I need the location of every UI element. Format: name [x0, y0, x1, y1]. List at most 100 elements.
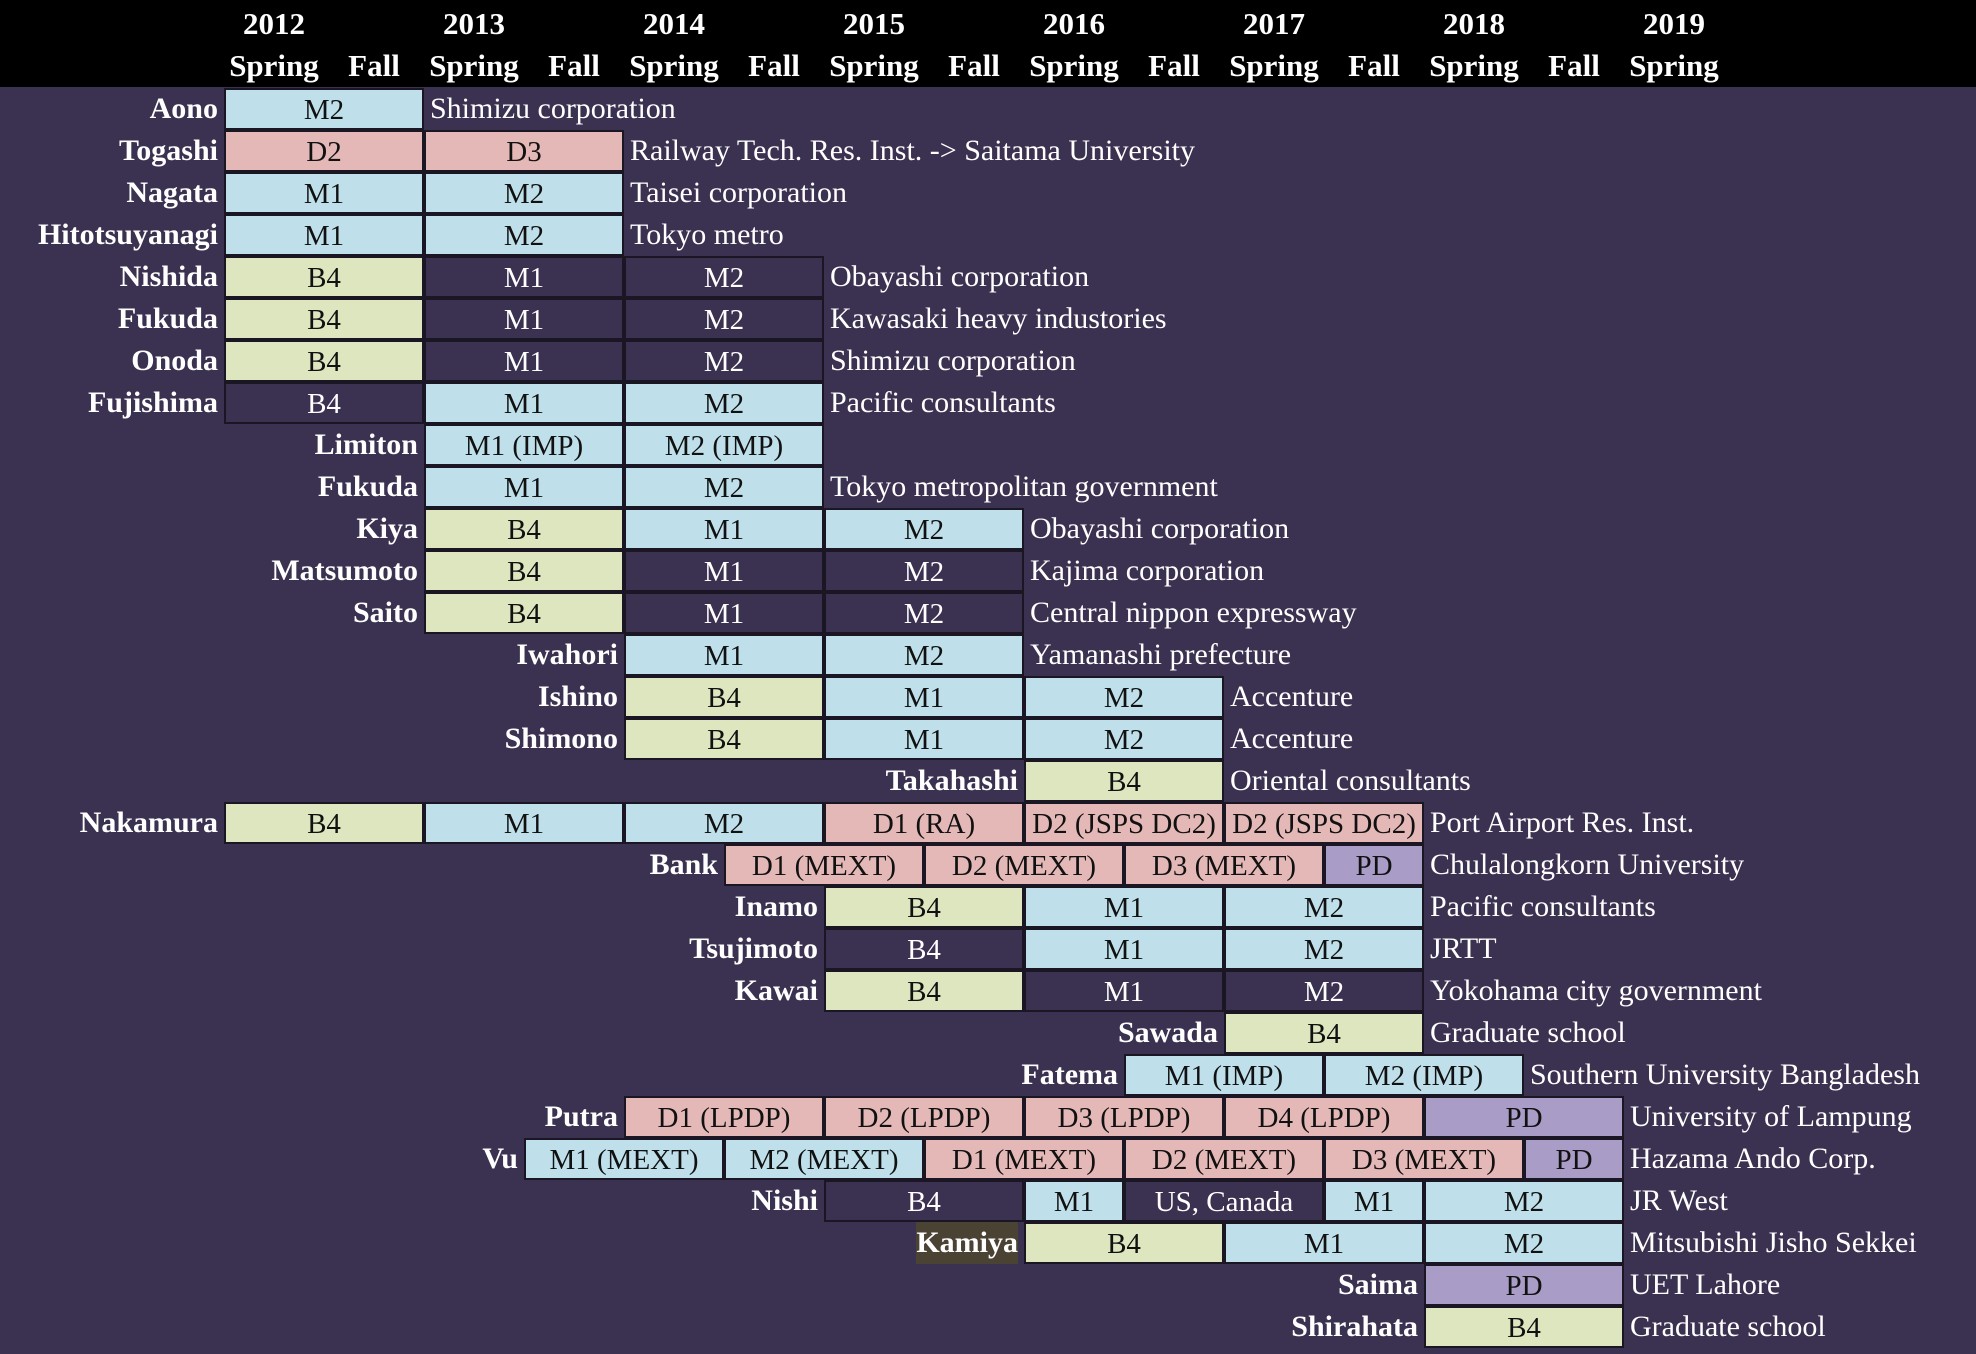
period-cell: M1 — [424, 340, 624, 382]
year-label: 2017 — [1243, 6, 1305, 41]
destination-label: Oriental consultants — [1230, 764, 1471, 797]
destination-label: Railway Tech. Res. Inst. -> Saitama Univ… — [630, 134, 1195, 167]
period-cell: M2 — [824, 634, 1024, 676]
student-row: Fatema M1 (IMP) M2 (IMP) Southern Universit… — [0, 1054, 1976, 1096]
period-cell: B4 — [624, 718, 824, 760]
student-row: Onoda B4 M1 M2 Shimizu corporation — [0, 340, 1976, 382]
student-name: Iwahori — [516, 638, 618, 671]
student-name: Fujishima — [87, 386, 218, 419]
period-cell: M2 — [424, 214, 624, 256]
student-row: Nishi B4 M1 US, Canada M1 M2 JR West — [0, 1180, 1976, 1222]
year-label: 2013 — [443, 6, 505, 41]
destination-label: Graduate school — [1430, 1016, 1626, 1049]
period-cell: PD — [1324, 844, 1424, 886]
period-cell: M2 — [424, 172, 624, 214]
student-name: Kawai — [734, 974, 818, 1007]
season-label: Fall — [1548, 48, 1600, 83]
period-cell: D2 — [224, 130, 424, 172]
student-row: Kawai B4 M1 M2 Yokohama city government — [0, 970, 1976, 1012]
period-cell: D3 (MEXT) — [1324, 1138, 1524, 1180]
student-name: Saima — [1337, 1268, 1418, 1301]
period-cell: M1 — [624, 550, 824, 592]
period-cell: M2 — [624, 256, 824, 298]
period-cell: D1 (MEXT) — [924, 1138, 1124, 1180]
timeline-header: 2012 2013 2014 2015 2016 2017 2018 2019 Spring Fa… — [0, 0, 1976, 87]
destination-label: Taisei corporation — [630, 176, 847, 209]
period-cell: M1 — [224, 214, 424, 256]
period-cell: D2 (MEXT) — [1124, 1138, 1324, 1180]
year-label: 2014 — [643, 6, 705, 41]
year-label: 2015 — [843, 6, 905, 41]
destination-label: Central nippon expressway — [1030, 596, 1357, 629]
student-row: Bank D1 (MEXT) D2 (MEXT) D3 (MEXT) PD Chulalo… — [0, 844, 1976, 886]
period-cell: M2 — [1024, 676, 1224, 718]
period-cell: M2 — [1224, 928, 1424, 970]
student-row: Ishino B4 M1 M2 Accenture — [0, 676, 1976, 718]
period-cell: M2 — [624, 298, 824, 340]
period-cell: M1 — [424, 298, 624, 340]
destination-label: Kajima corporation — [1030, 554, 1265, 587]
period-cell: M1 (MEXT) — [524, 1138, 724, 1180]
period-cell: M1 — [624, 508, 824, 550]
destination-label: JRTT — [1430, 932, 1497, 965]
period-cell: B4 — [424, 508, 624, 550]
period-cell: B4 — [1024, 760, 1224, 802]
student-row: Fujishima B4 M1 M2 Pacific consultants — [0, 382, 1976, 424]
season-label: Spring — [629, 48, 719, 83]
period-cell: D1 (LPDP) — [624, 1096, 824, 1138]
destination-label: Obayashi corporation — [1030, 512, 1290, 545]
period-cell: M2 — [1224, 970, 1424, 1012]
period-cell: B4 — [1224, 1012, 1424, 1054]
season-label: Fall — [948, 48, 1000, 83]
student-row: Tsujimoto B4 M1 M2 JRTT — [0, 928, 1976, 970]
student-row: Kamiya B4 M1 M2 Mitsubishi Jisho Sekkei — [0, 1222, 1976, 1264]
period-cell: PD — [1424, 1096, 1624, 1138]
season-label: Fall — [1348, 48, 1400, 83]
student-row: Shirahata B4 Graduate school — [0, 1306, 1976, 1348]
period-cell: M1 — [824, 718, 1024, 760]
period-cell: M2 (IMP) — [624, 424, 824, 466]
period-cell: M2 — [624, 340, 824, 382]
student-row: Inamo B4 M1 M2 Pacific consultants — [0, 886, 1976, 928]
destination-label: Shimizu corporation — [430, 92, 676, 125]
period-cell: B4 — [224, 802, 424, 844]
destination-label: Southern University Bangladesh — [1530, 1058, 1920, 1091]
period-cell: M1 — [224, 172, 424, 214]
period-cell: M2 — [1224, 886, 1424, 928]
period-cell: M1 (IMP) — [1124, 1054, 1324, 1096]
destination-label: Pacific consultants — [830, 386, 1056, 419]
season-label: Fall — [748, 48, 800, 83]
period-cell: M1 (IMP) — [424, 424, 624, 466]
period-cell: M1 — [1024, 928, 1224, 970]
student-row: Iwahori M1 M2 Yamanashi prefecture — [0, 634, 1976, 676]
student-row: Aono M2 Shimizu corporation — [0, 88, 1976, 130]
period-cell: US, Canada — [1124, 1180, 1324, 1222]
period-cell: M2 — [624, 802, 824, 844]
season-label: Spring — [1629, 48, 1719, 83]
student-name: Ishino — [537, 680, 618, 713]
destination-label: JR West — [1630, 1184, 1728, 1217]
student-name: Takahashi — [885, 764, 1018, 797]
period-cell: B4 — [224, 256, 424, 298]
season-label: Spring — [829, 48, 919, 83]
student-row: Shimono B4 M1 M2 Accenture — [0, 718, 1976, 760]
period-cell: B4 — [224, 298, 424, 340]
period-cell: D3 (LPDP) — [1024, 1096, 1224, 1138]
period-cell: M2 — [1024, 718, 1224, 760]
period-cell: PD — [1524, 1138, 1624, 1180]
student-row: Kiya B4 M1 M2 Obayashi corporation — [0, 508, 1976, 550]
period-cell: B4 — [224, 340, 424, 382]
year-label: 2019 — [1643, 6, 1705, 41]
period-cell: D2 (LPDP) — [824, 1096, 1024, 1138]
period-cell: B4 — [824, 886, 1024, 928]
period-cell: D3 (MEXT) — [1124, 844, 1324, 886]
period-cell: M2 (IMP) — [1324, 1054, 1524, 1096]
student-name: Tsujimoto — [689, 932, 818, 965]
student-row: Sawada B4 Graduate school — [0, 1012, 1976, 1054]
period-cell: B4 — [1024, 1222, 1224, 1264]
destination-label: Tokyo metro — [630, 218, 784, 251]
student-row: Takahashi B4 Oriental consultants — [0, 760, 1976, 802]
student-name: Nakamura — [79, 806, 218, 839]
season-label: Fall — [548, 48, 600, 83]
